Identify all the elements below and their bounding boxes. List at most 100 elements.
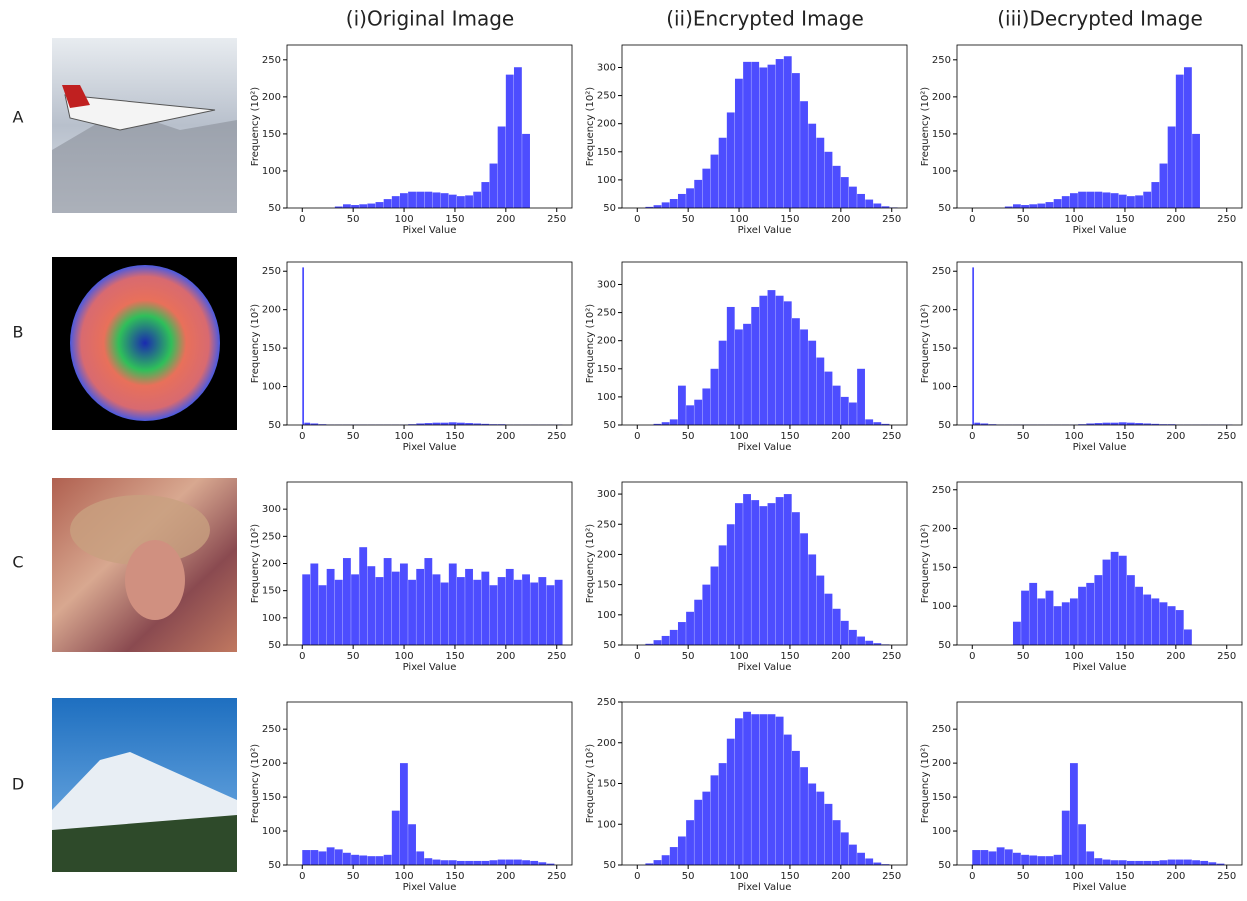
bar (498, 577, 506, 645)
x-axis-label: Pixel Value (403, 882, 457, 893)
column-title: (ii)Encrypted Image (666, 7, 864, 31)
x-tick-label: 50 (682, 431, 695, 442)
bar (702, 388, 710, 425)
bar (457, 196, 465, 208)
bar (849, 630, 857, 645)
bar (335, 849, 343, 865)
x-tick-label: 50 (347, 214, 360, 225)
x-tick-label: 100 (1065, 431, 1084, 442)
y-tick-label: 150 (597, 147, 616, 158)
image-a (52, 38, 237, 213)
y-axis-label: Frequency (10²) (585, 87, 596, 166)
bar (1021, 855, 1029, 865)
x-tick-label: 0 (634, 431, 640, 442)
bar (1143, 861, 1151, 865)
y-tick-label: 250 (597, 91, 616, 102)
bar (1151, 861, 1159, 865)
x-tick-label: 100 (730, 871, 749, 882)
bar (776, 717, 784, 865)
x-tick-label: 50 (1017, 651, 1030, 662)
bar (735, 718, 743, 865)
y-tick-label: 200 (932, 524, 951, 535)
bar (1184, 67, 1192, 208)
bar (1070, 598, 1078, 645)
bar (654, 860, 662, 865)
bar (1046, 591, 1054, 645)
bar (873, 204, 881, 208)
bar (351, 205, 359, 208)
y-tick-label: 200 (932, 758, 951, 769)
bar (800, 767, 808, 865)
bar (1119, 195, 1127, 208)
bar (1143, 192, 1151, 208)
bar (768, 714, 776, 865)
bar (784, 735, 792, 865)
x-axis-label: Pixel Value (1073, 882, 1127, 893)
x-tick-label: 50 (347, 431, 360, 442)
x-axis-label: Pixel Value (738, 225, 792, 236)
x-tick-label: 200 (496, 431, 515, 442)
image-c (52, 478, 237, 652)
bar (727, 524, 735, 645)
bar (816, 138, 824, 208)
x-tick-label: 150 (1115, 871, 1134, 882)
bar (654, 640, 662, 645)
x-axis-label: Pixel Value (1073, 225, 1127, 236)
y-axis-label: Frequency (10²) (250, 304, 261, 383)
bar (1103, 560, 1111, 645)
bar (1086, 583, 1094, 645)
bar (776, 497, 784, 645)
x-tick-label: 200 (831, 431, 850, 442)
x-tick-label: 100 (395, 651, 414, 662)
x-tick-label: 50 (682, 651, 695, 662)
bar (743, 712, 751, 865)
bar (654, 205, 662, 208)
bar (547, 585, 555, 645)
bar (449, 195, 457, 208)
bar (816, 358, 824, 425)
bar (490, 585, 498, 645)
y-tick-label: 150 (597, 364, 616, 375)
x-axis-label: Pixel Value (403, 662, 457, 673)
bar (1184, 860, 1192, 865)
x-tick-label: 250 (1217, 871, 1236, 882)
bar (751, 500, 759, 645)
bar (849, 845, 857, 865)
y-axis-label: Frequency (10²) (920, 524, 931, 603)
bar (711, 775, 719, 865)
x-tick-label: 200 (496, 214, 515, 225)
bar (400, 193, 408, 208)
bar (751, 62, 759, 208)
y-tick-label: 200 (597, 738, 616, 749)
bar (816, 792, 824, 865)
bar (702, 169, 710, 208)
bar (1160, 860, 1168, 865)
y-tick-label: 200 (597, 549, 616, 560)
bar (490, 164, 498, 208)
y-tick-label: 250 (932, 724, 951, 735)
bar (686, 612, 694, 645)
bar (702, 792, 710, 865)
bar (833, 166, 841, 208)
bar (1127, 575, 1135, 645)
y-tick-label: 100 (597, 610, 616, 621)
bar (670, 199, 678, 208)
bar (1046, 202, 1054, 208)
bar (1176, 860, 1184, 865)
y-axis-label: Frequency (10²) (920, 304, 931, 383)
x-axis-label: Pixel Value (1073, 442, 1127, 453)
bar (784, 301, 792, 425)
bar (1037, 204, 1045, 208)
y-tick-label: 50 (603, 860, 616, 871)
bar (302, 574, 310, 645)
bar (662, 202, 670, 208)
bar (473, 192, 481, 208)
bar (1160, 164, 1168, 208)
bar (1160, 602, 1168, 645)
bar (522, 860, 530, 865)
bar (800, 533, 808, 645)
bar (1119, 556, 1127, 645)
